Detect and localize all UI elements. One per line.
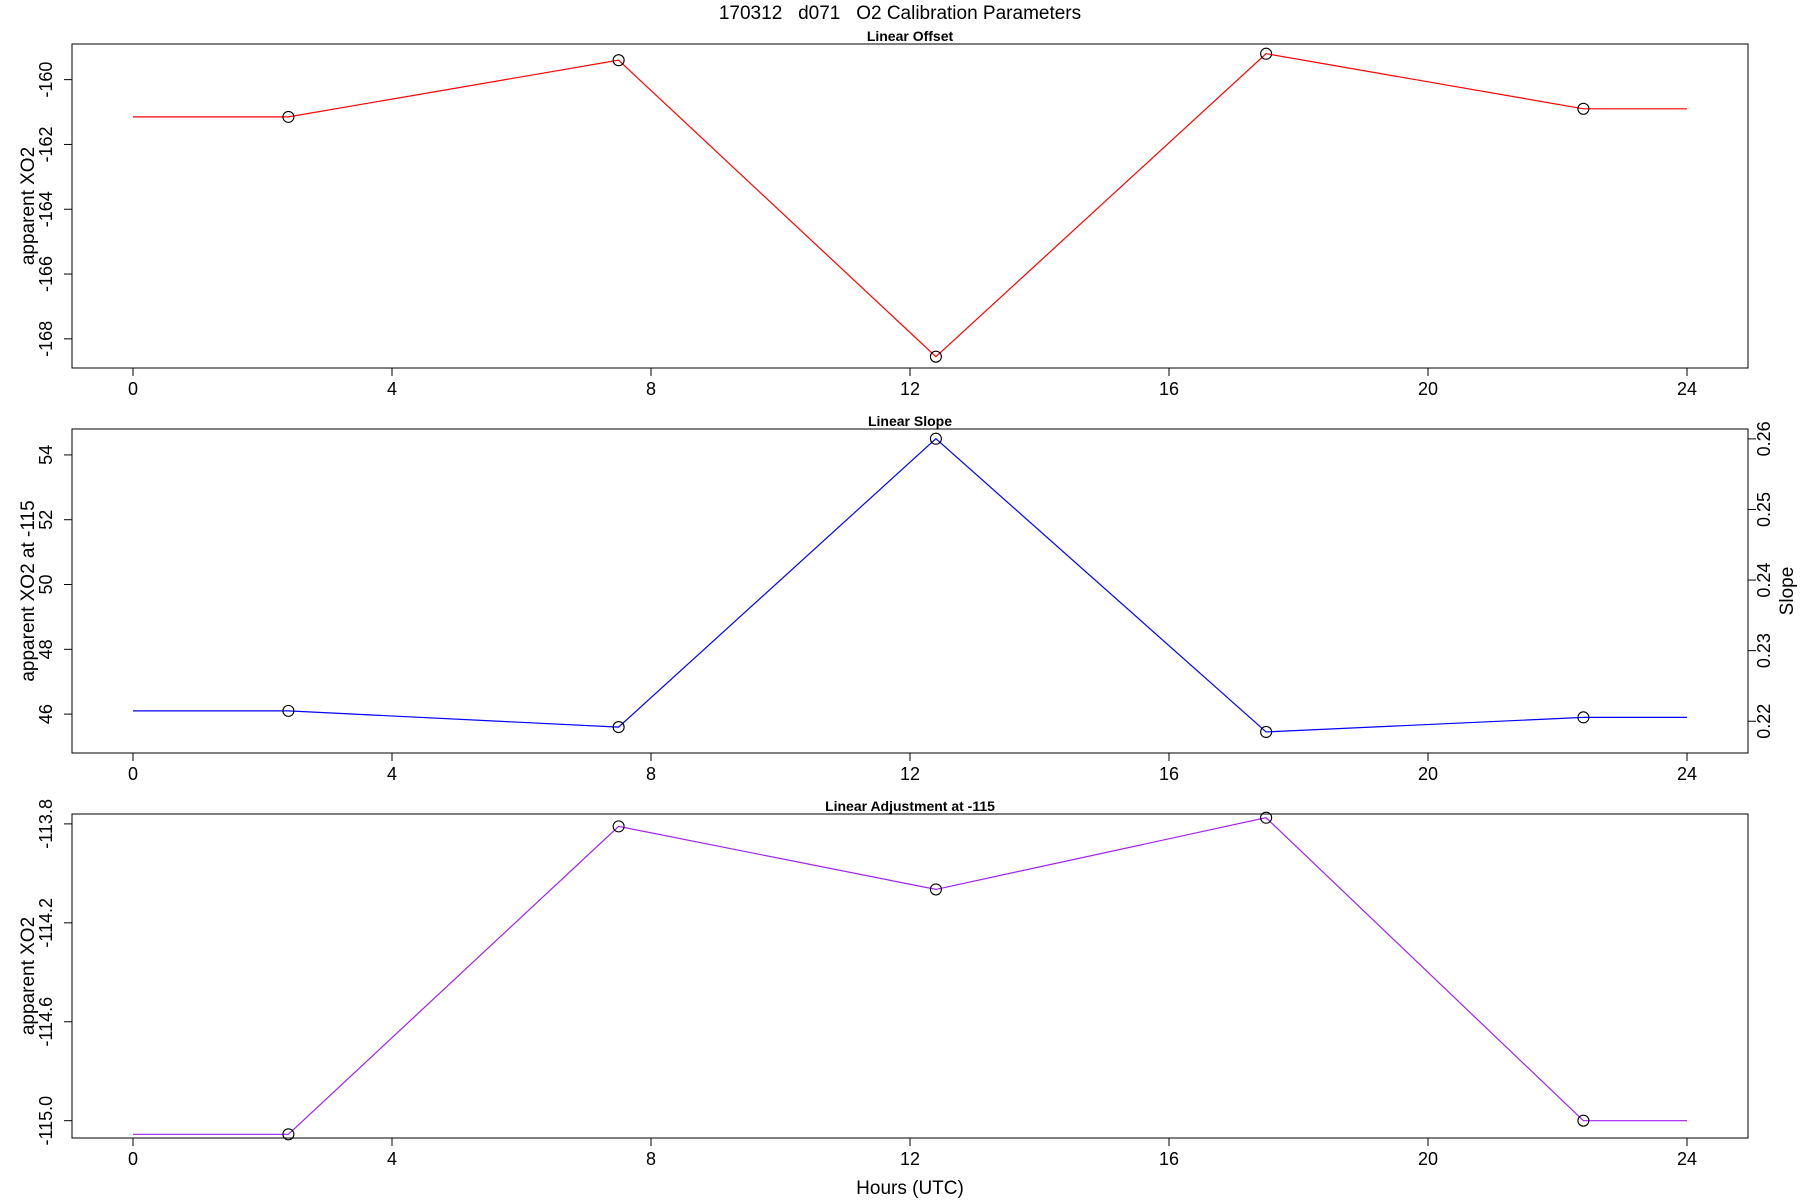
data-point <box>612 54 625 67</box>
panel-title: Linear Adjustment at -115 <box>825 798 995 814</box>
series-line <box>133 437 1687 733</box>
x-tick-label: 4 <box>387 1149 397 1169</box>
y-tick-label: -162 <box>36 126 56 162</box>
y-axis-label: apparent XO2 <box>18 917 39 1035</box>
y-right-tick-label: 0.26 <box>1754 421 1774 456</box>
y-tick-label: -168 <box>36 321 56 357</box>
x-tick-label: 16 <box>1159 379 1179 399</box>
data-point <box>282 704 295 717</box>
panel-3: Linear Adjustment at -115 0 4 8 12 16 20 24 -113… <box>18 798 1749 1169</box>
y-tick-label: -114.2 <box>36 898 56 948</box>
data-point <box>612 721 625 734</box>
x-tick-label: 20 <box>1418 379 1438 399</box>
x-tick-label: 0 <box>128 379 138 399</box>
x-tick-label: 8 <box>646 379 656 399</box>
x-tick-label: 4 <box>387 764 397 784</box>
data-point <box>929 432 942 445</box>
y-tick-label: -114.6 <box>36 997 56 1047</box>
x-tick-label: 8 <box>646 1149 656 1169</box>
data-point <box>929 350 942 363</box>
x-tick-label: 12 <box>900 764 920 784</box>
data-point <box>282 110 295 123</box>
data-point <box>929 883 942 896</box>
data-point <box>1577 102 1590 115</box>
data-point <box>1577 1114 1590 1127</box>
series-line <box>133 817 1687 1135</box>
y-right-tick-label: 0.24 <box>1754 563 1774 598</box>
y-tick-label: -164 <box>36 191 56 227</box>
data-point <box>1260 725 1273 738</box>
y-tick-label: 52 <box>36 510 56 530</box>
plot-frame <box>71 813 1749 1139</box>
x-tick-label: 20 <box>1418 764 1438 784</box>
x-tick-label: 12 <box>900 379 920 399</box>
y-tick-label: 54 <box>36 445 56 465</box>
x-tick-label: 24 <box>1677 379 1697 399</box>
data-point <box>1577 711 1590 724</box>
data-point <box>1260 811 1273 824</box>
plot-frame <box>71 43 1749 369</box>
y-right-tick-label: 0.25 <box>1754 492 1774 527</box>
x-tick-label: 20 <box>1418 1149 1438 1169</box>
data-point <box>1260 47 1273 60</box>
data-point <box>612 820 625 833</box>
x-tick-label: 0 <box>128 764 138 784</box>
x-tick-label: 12 <box>900 1149 920 1169</box>
x-tick-label: 4 <box>387 379 397 399</box>
plot-frame <box>71 428 1749 754</box>
x-tick-label: 24 <box>1677 1149 1697 1169</box>
x-tick-label: 16 <box>1159 1149 1179 1169</box>
panel-title: Linear Offset <box>867 28 954 44</box>
data-point <box>282 1128 295 1141</box>
y-tick-label: 50 <box>36 575 56 595</box>
y-right-tick-label: 0.22 <box>1754 704 1774 739</box>
x-tick-label: 0 <box>128 1149 138 1169</box>
figure-title: 170312 d071 O2 Calibration Parameters <box>719 3 1081 24</box>
y-right-axis-label: Slope <box>1777 567 1798 616</box>
y-axis-label: apparent XO2 <box>18 147 39 265</box>
y-tick-label: -115.0 <box>36 1096 56 1146</box>
x-tick-label: 8 <box>646 764 656 784</box>
y-right-tick-label: 0.23 <box>1754 633 1774 668</box>
y-tick-label: -160 <box>36 62 56 98</box>
x-tick-label: 16 <box>1159 764 1179 784</box>
panel-title: Linear Slope <box>868 413 952 429</box>
y-tick-label: -166 <box>36 256 56 292</box>
y-tick-label: 46 <box>36 704 56 724</box>
x-tick-label: 24 <box>1677 764 1697 784</box>
y-axis-label: apparent XO2 at -115 <box>18 500 39 681</box>
y-tick-label: -113.8 <box>36 799 56 849</box>
panel-1: Linear Offset 0 4 8 12 16 20 24 -160 -162 -164 -166… <box>18 28 1749 399</box>
series-line <box>133 53 1687 358</box>
y-tick-label: 48 <box>36 639 56 659</box>
x-axis-label: Hours (UTC) <box>856 1178 964 1199</box>
